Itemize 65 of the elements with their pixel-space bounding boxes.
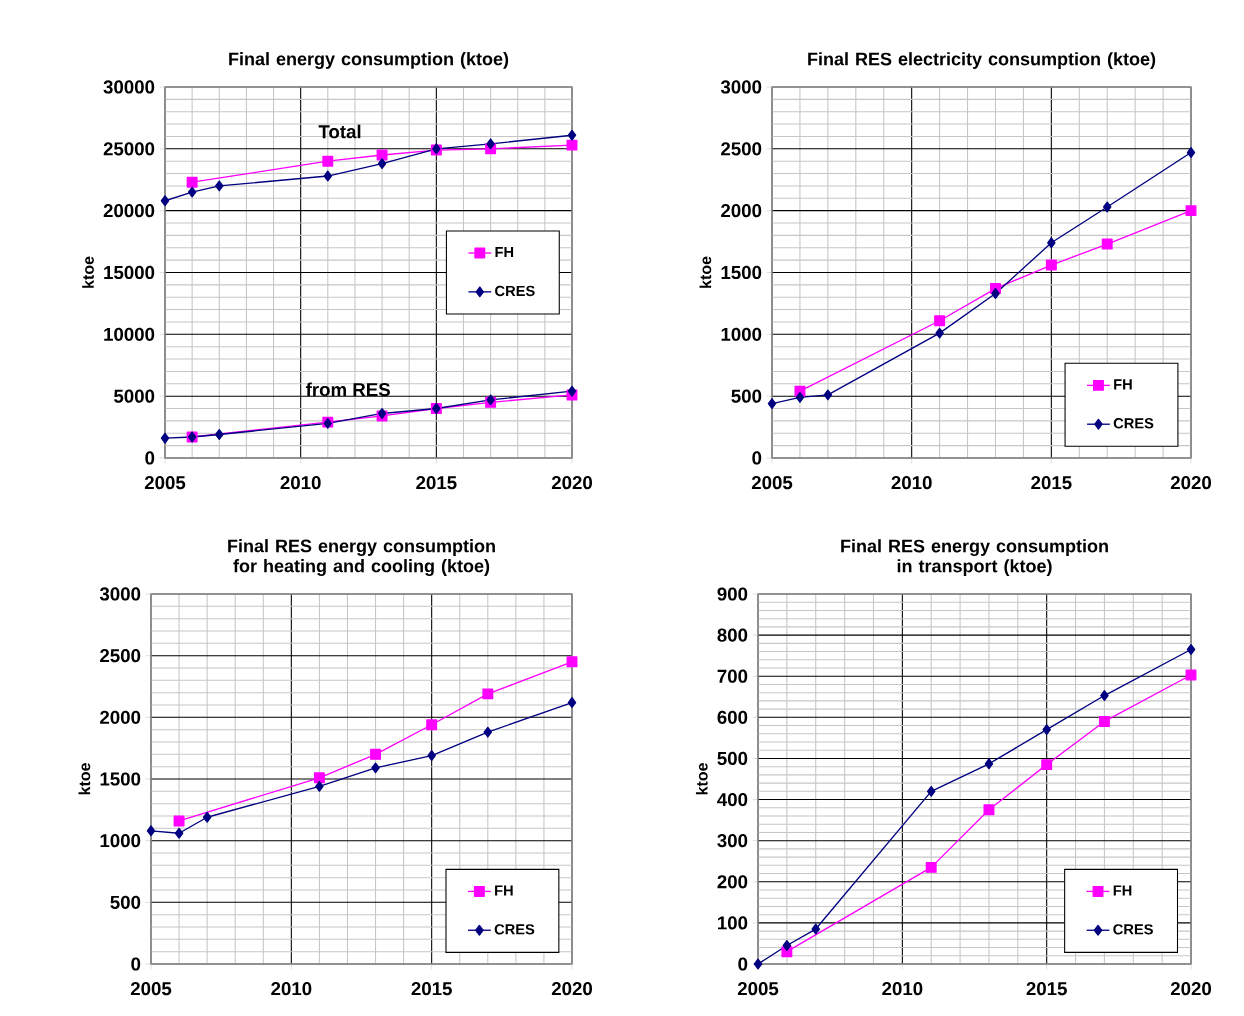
x-tick-label: 2005 [737,982,779,996]
y-tick-label: 0 [752,451,762,465]
y-tick-label: 500 [731,389,762,403]
x-tick-label: 2020 [551,982,592,996]
x-tick-label: 2015 [1031,476,1072,490]
x-tick-label: 2005 [130,982,172,996]
legend-label: FH [1113,885,1132,896]
y-tick-label: 600 [717,710,748,724]
annotation: Total [318,124,361,139]
x-tick-label: 2020 [551,476,592,490]
y-tick-label: 400 [717,792,748,807]
y-tick-label: 1000 [721,327,762,341]
y-tick-label: 0 [738,957,748,971]
x-tick-label: 2020 [1170,476,1212,490]
x-tick-label: 2010 [891,476,932,490]
legend-label: FH [495,885,513,896]
y-tick-label: 20000 [103,204,155,218]
x-tick-label: 2015 [1026,982,1067,996]
y-tick-label: 200 [717,875,748,889]
y-tick-label: 1500 [100,772,141,786]
x-tick-label: 2010 [882,982,923,996]
y-tick-label: 100 [718,916,748,930]
chart-title: Final energy consumption (ktoe) [229,52,509,69]
legend-label: FH [495,247,514,258]
x-tick-label: 2015 [411,982,452,996]
y-tick-label: 2500 [100,649,141,663]
y-tick-label: 2500 [721,142,762,156]
x-tick-label: 2005 [144,476,186,490]
y-tick-label: 1000 [100,834,141,848]
x-tick-label: 2010 [280,476,321,490]
y-tick-label: 500 [110,895,141,909]
y-tick-label: 0 [145,451,155,465]
y-tick-label: 800 [717,628,748,642]
y-axis-title: ktoe [699,256,712,288]
y-tick-label: 15000 [104,265,155,280]
x-tick-label: 2015 [416,476,457,490]
legend-label: CRES [494,924,535,935]
chart-title: Final RES electricity consumption (ktoe) [808,52,1156,69]
legend-label: CRES [1113,418,1154,429]
y-tick-label: 3000 [720,80,762,94]
legend-label: CRES [1113,924,1153,935]
y-tick-label: 700 [717,669,748,683]
y-tick-label: 1500 [721,265,762,280]
chart-title: Final RES energy consumption for heating and cooling (ktoe) [228,539,495,576]
y-axis-title: ktoe [82,256,94,288]
y-tick-label: 0 [131,957,141,971]
y-tick-label: 30000 [103,80,155,94]
y-tick-label: 900 [717,587,748,601]
x-tick-label: 2010 [271,982,312,996]
y-tick-label: 2000 [100,710,141,724]
legend-label: CRES [495,285,535,297]
y-tick-label: 300 [717,834,748,848]
y-tick-label: 25000 [103,142,155,156]
y-tick-label: 3000 [99,587,141,601]
y-axis-title: ktoe [695,763,708,795]
y-tick-label: 5000 [114,389,155,403]
x-tick-label: 2020 [1170,982,1212,996]
y-tick-label: 500 [717,751,748,766]
x-tick-label: 2005 [751,476,793,490]
chart-title: Final RES energy consumption in transport (ktoe) [841,539,1108,576]
annotation: from RES [305,382,390,397]
legend-label: FH [1114,379,1132,390]
y-tick-label: 10000 [104,327,155,341]
y-axis-title: ktoe [78,763,91,795]
y-tick-label: 2000 [721,204,762,218]
